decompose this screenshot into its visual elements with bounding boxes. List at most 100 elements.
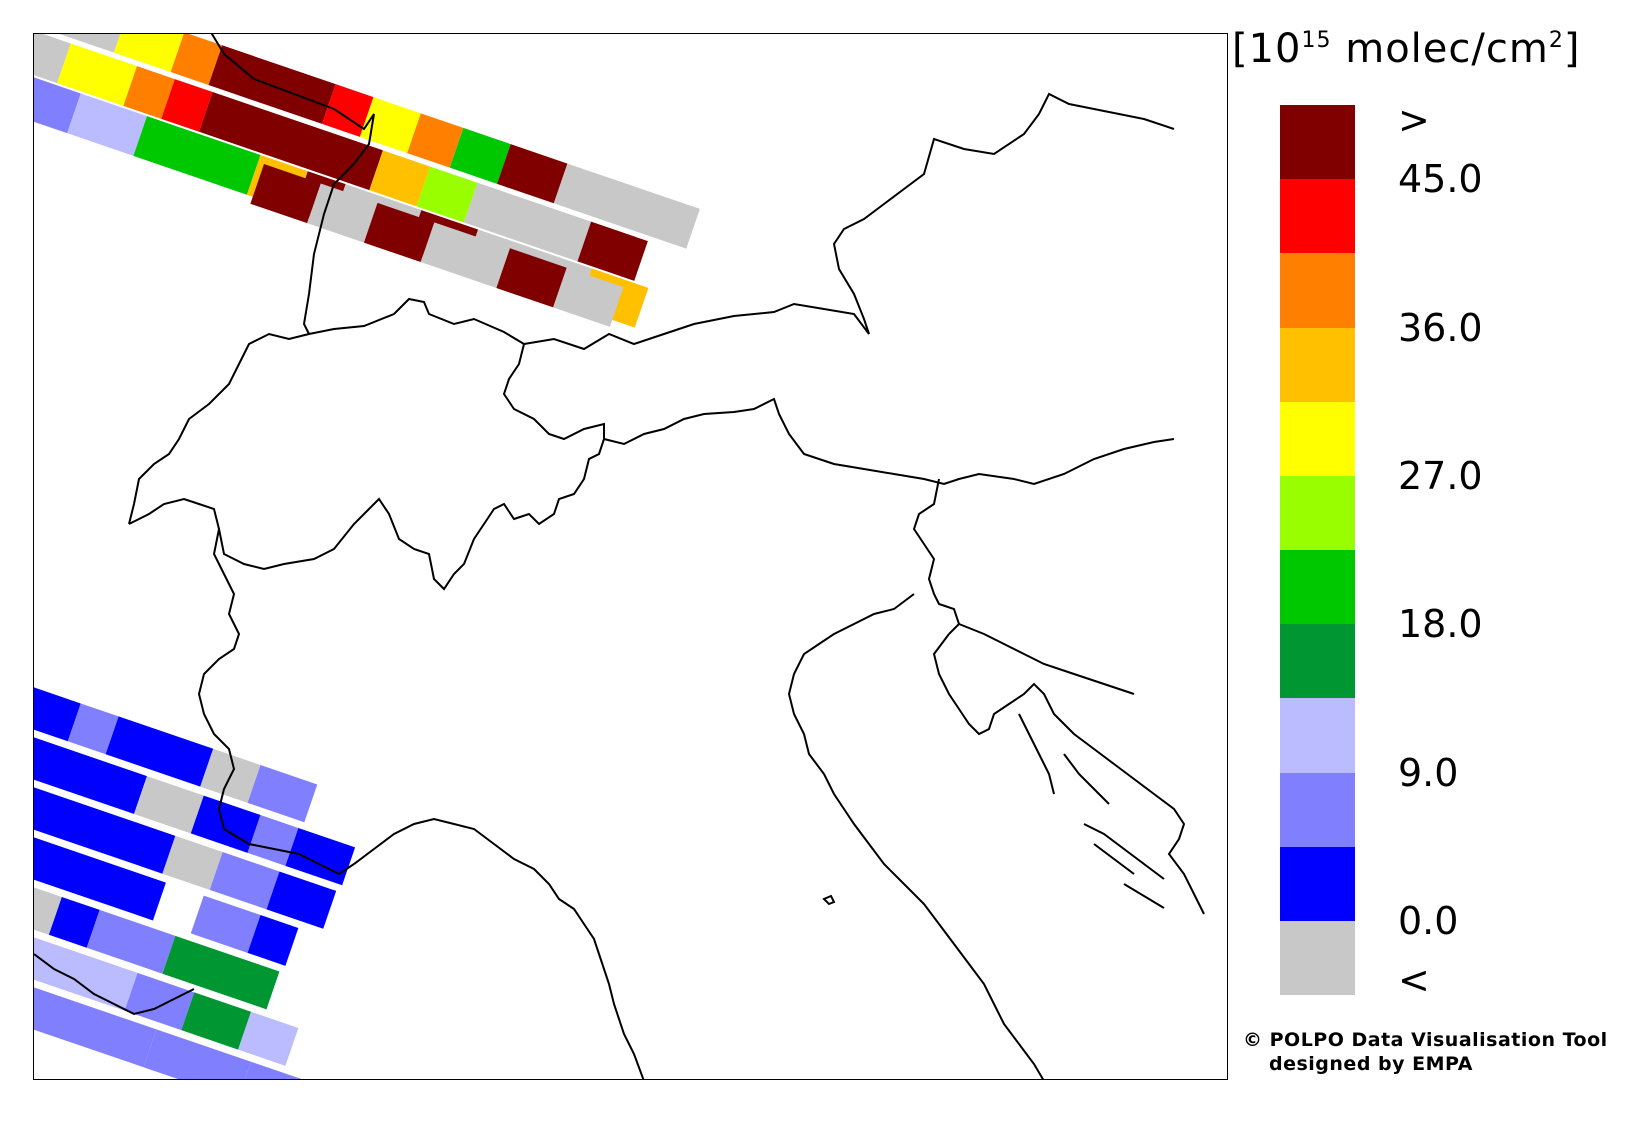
legend-swatch (1280, 698, 1355, 773)
swath-pixel (143, 1029, 252, 1079)
swath-pixel (34, 987, 157, 1068)
legend-label: < (1398, 958, 1430, 1003)
swath-pixel (57, 43, 137, 106)
color-legend (1280, 105, 1355, 996)
swath-pixel (34, 77, 81, 134)
border-ch-de (308, 297, 525, 345)
swath-pixel (247, 765, 318, 823)
swath-pixel (113, 34, 184, 73)
swath-pixel (162, 835, 223, 890)
legend-label: 27.0 (1398, 453, 1483, 498)
swath-pixel (322, 84, 374, 137)
swath-pixel (238, 1011, 299, 1066)
swath-pixel (161, 79, 213, 132)
legend-swatch (1280, 550, 1355, 625)
legend-label: 45.0 (1398, 157, 1483, 202)
swath-pixel (449, 127, 511, 184)
swath-pixel (190, 895, 261, 953)
legend-swatch (1280, 105, 1355, 180)
coast-liguria (223, 817, 645, 1079)
swath-pixel (359, 97, 421, 154)
swath-pixel (496, 248, 567, 308)
border-de-at (523, 92, 1175, 351)
swath-pixel (407, 113, 464, 168)
swath-pixel (208, 45, 336, 124)
swath-pixel (34, 837, 166, 921)
swath-pixel (123, 66, 175, 119)
island-small (822, 894, 836, 906)
swath-pixel (133, 116, 261, 195)
swath-pixel (67, 703, 119, 755)
swath-pixel (124, 972, 195, 1031)
swath-pixel (463, 182, 592, 262)
legend-swatch (1280, 772, 1355, 848)
swath-pixel (105, 716, 214, 787)
legend-label: 36.0 (1398, 305, 1483, 350)
swath-pixel (67, 93, 147, 156)
legend-label: > (1398, 97, 1430, 142)
legend-swatch (1280, 475, 1355, 551)
credit-line-2: designed by EMPA (1269, 1053, 1473, 1075)
legend-swatch (1280, 401, 1355, 477)
swath-pixel (48, 896, 100, 948)
swath-pixel (420, 222, 510, 288)
swath-pixel (363, 202, 435, 263)
swath-pixel (134, 776, 204, 834)
swath-pixel (34, 787, 176, 874)
swath-pixel (199, 92, 383, 191)
swath-pixel (577, 221, 648, 281)
legend-swatch (1280, 327, 1355, 403)
swath-pixel (416, 166, 478, 223)
border-si-hr (958, 623, 1135, 695)
border-ch-it (128, 438, 605, 591)
swath-pixel (170, 34, 223, 86)
swath-pixel (553, 163, 700, 249)
swath-pixel (245, 1061, 302, 1079)
swath-pixel (369, 150, 431, 207)
units-label: [1015 molec/cm2] (1232, 26, 1581, 72)
swath-pixel (34, 687, 81, 742)
legend-label: 0.0 (1398, 898, 1459, 943)
swath-pixel (181, 992, 252, 1050)
swath-pixel (34, 737, 147, 814)
legend-swatch (1280, 624, 1355, 699)
credit-line-1: © POLPO Data Visualisation Tool (1243, 1029, 1608, 1051)
swath-pixel (209, 852, 280, 910)
swath-pixel (247, 815, 299, 866)
coast-corsica (34, 953, 195, 1016)
coast-istria (932, 633, 1205, 915)
swath-pixel (285, 827, 356, 886)
islands-croatia (1018, 713, 1165, 909)
swath-pixel (307, 183, 378, 243)
swath-pixel (86, 909, 176, 974)
swath-pixel (266, 871, 337, 929)
border-it-fr (197, 528, 241, 830)
swath-pixel (190, 795, 261, 853)
border-it-si (912, 478, 961, 635)
legend-swatch (1280, 253, 1355, 328)
satellite-swaths (34, 34, 700, 1079)
legend-label: 18.0 (1398, 602, 1483, 647)
legend-label: 9.0 (1398, 750, 1459, 795)
swath-pixel (34, 937, 138, 1011)
legend-swatch (1280, 179, 1355, 254)
border-rhine (210, 34, 375, 335)
swath-pixel (34, 34, 71, 84)
border-at-it (603, 397, 1175, 486)
swath-pixel (162, 935, 280, 1010)
border-ch-fr (128, 332, 310, 525)
swath-pixel (553, 267, 624, 327)
coast-adriatic-it (787, 593, 1044, 1079)
swath-pixel (250, 164, 321, 224)
swath-pixel (59, 34, 121, 53)
swath-pixel (34, 887, 62, 935)
credit-text: © POLPO Data Visualisation Tool designed… (1243, 1028, 1608, 1076)
legend-swatch (1280, 846, 1355, 922)
legend-swatch (1280, 920, 1355, 996)
map-panel[interactable] (33, 33, 1228, 1080)
no2-map (34, 34, 1205, 1079)
swath-pixel (497, 144, 568, 204)
country-borders (34, 34, 1205, 1079)
border-at-ch (502, 343, 605, 441)
swath-pixel (247, 915, 299, 966)
